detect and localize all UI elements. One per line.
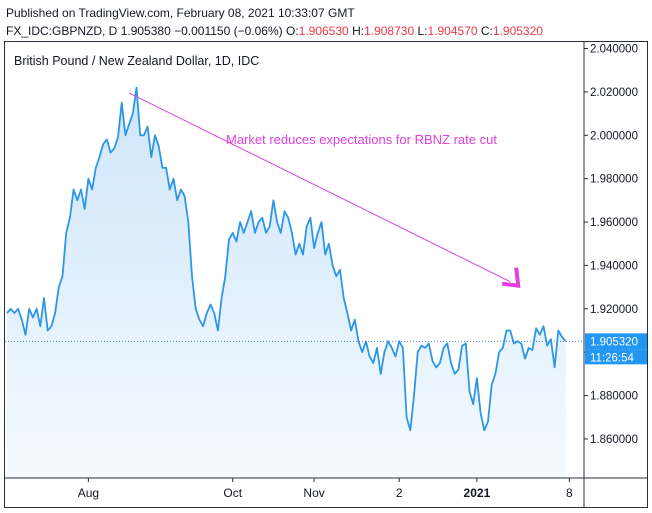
low-label: L: — [417, 24, 428, 38]
y-tick-label: 1.980000 — [590, 174, 638, 186]
x-tick-label: 2021 — [464, 486, 491, 500]
annotation-arrow-line — [128, 92, 511, 283]
close-label: C: — [480, 24, 493, 38]
x-tick-label: Oct — [223, 486, 242, 500]
price-change: −0.001150 (−0.06%) — [174, 24, 283, 38]
symbol-ohlc-line: FX_IDC:GBPNZD, D 1.905380 −0.001150 (−0.… — [6, 24, 543, 38]
x-tick-label: Nov — [303, 486, 324, 500]
last-price-tag-label: 1.905320 — [590, 336, 638, 348]
annotation-text: Market reduces expectations for RBNZ rat… — [226, 132, 497, 147]
x-tick-label: 8 — [566, 486, 573, 500]
open-label: O: — [285, 24, 299, 38]
x-tick-label: 2 — [396, 486, 403, 500]
symbol-name: FX_IDC:GBPNZD, D — [6, 24, 118, 38]
x-tick-label: Aug — [78, 486, 99, 500]
y-tick-label: 2.020000 — [590, 87, 638, 99]
y-tick-label: 1.960000 — [590, 217, 638, 229]
chart-frame — [4, 41, 648, 508]
y-tick-label: 1.860000 — [590, 434, 638, 446]
chart-title: British Pound / New Zealand Dollar, 1D, … — [14, 54, 259, 68]
y-tick-label: 1.940000 — [590, 260, 638, 272]
high-value: 1.908730 — [364, 24, 415, 38]
last-price: 1.905380 — [120, 24, 171, 38]
published-line: Published on TradingView.com, February 0… — [6, 6, 355, 20]
open-value: 1.906530 — [298, 24, 349, 38]
high-label: H: — [352, 24, 365, 38]
y-tick-label: 1.880000 — [590, 391, 638, 403]
last-price-tag — [585, 333, 647, 350]
y-tick-label: 2.040000 — [590, 44, 638, 56]
y-tick-label: 2.000000 — [590, 130, 638, 142]
series-line — [6, 86, 567, 432]
countdown-tag — [585, 349, 647, 365]
series-area — [7, 87, 566, 478]
low-value: 1.904570 — [427, 24, 478, 38]
countdown-tag-label: 11:26:54 — [590, 352, 635, 364]
close-value: 1.905320 — [492, 24, 543, 38]
y-tick-label: 1.920000 — [590, 304, 638, 316]
annotation-arrow-head — [501, 267, 521, 288]
